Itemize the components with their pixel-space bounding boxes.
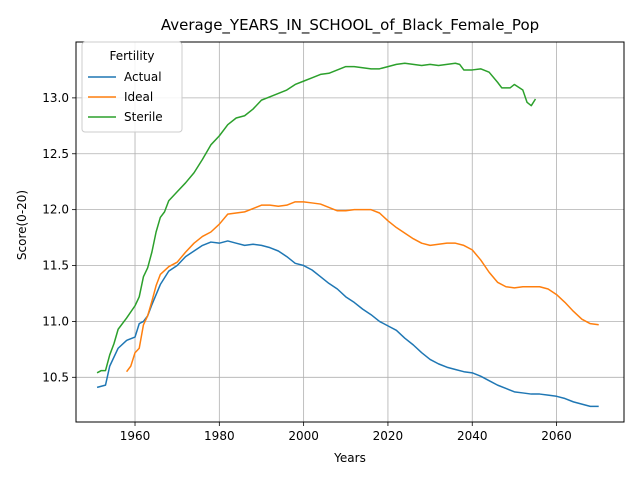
chart-title: Average_YEARS_IN_SCHOOL_of_Black_Female_… (161, 16, 539, 35)
y-tick-label: 12.0 (42, 203, 69, 217)
legend-items: Actual Ideal Sterile (88, 70, 163, 124)
x-tick-label: 2040 (457, 429, 488, 443)
x-tick-label: 2020 (373, 429, 404, 443)
x-tick-label: 2060 (541, 429, 572, 443)
legend-label-sterile: Sterile (124, 110, 163, 124)
series-line-actual (96, 240, 599, 408)
legend-label-ideal: Ideal (124, 90, 153, 104)
x-tick-label: 2000 (288, 429, 319, 443)
y-tick-label: 13.0 (42, 91, 69, 105)
x-axis-ticks: 1960 1980 2000 2020 2040 2060 (120, 422, 572, 443)
series-lines (96, 62, 599, 408)
series-line-sterile (96, 62, 537, 374)
y-tick-label: 12.5 (42, 147, 69, 161)
y-tick-label: 11.5 (42, 259, 69, 273)
legend-box (81, 41, 183, 133)
plot-area-frame (75, 41, 625, 423)
y-axis-ticks: 10.5 11.0 11.5 12.0 12.5 13.0 (42, 91, 76, 384)
x-tick-label: 1980 (204, 429, 235, 443)
legend-title: Fertility (109, 49, 154, 63)
y-tick-label: 10.5 (42, 370, 69, 384)
y-tick-label: 11.0 (42, 314, 69, 328)
x-tick-label: 1960 (120, 429, 151, 443)
legend: Fertility Actual Ideal Sterile (81, 41, 183, 133)
x-axis-title: Years (333, 451, 366, 465)
legend-label-actual: Actual (124, 70, 162, 84)
series-line-ideal (125, 201, 599, 373)
y-axis-title: Score(0-20) (15, 190, 29, 260)
